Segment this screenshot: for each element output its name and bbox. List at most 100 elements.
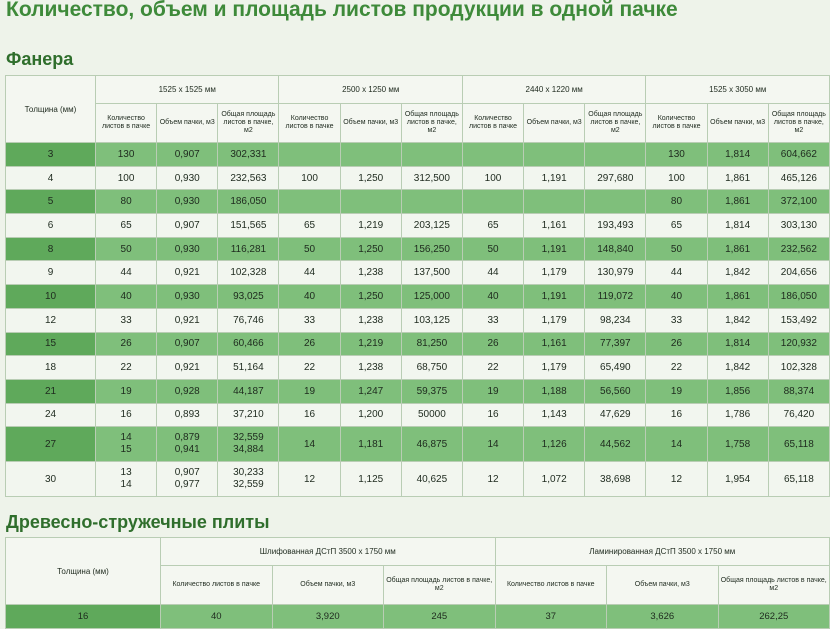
value-cell: 1,143 [523,402,586,428]
data-row: 8 50 0,930 116,281 50 1,250 156,250 50 1,191 148,… [5,236,830,262]
value-cell: 130 [645,142,708,167]
value-cell: 50000 [400,402,463,428]
value-cell: 77,397 [584,331,647,357]
subheader: Общая площадь листов в пачке, м2 [584,103,647,143]
value-cell: 14 [278,426,341,463]
thickness-cell: 5 [5,189,96,215]
value-cell: 116,281 [217,236,280,262]
value-cell: 50 [645,236,708,262]
value-cell: 1,250 [339,236,402,262]
subheader: Количество листов в пачке [494,565,607,605]
section-heading: Древесно-стружечные плиты [6,512,270,532]
empty-cell [339,142,402,167]
thickness-cell: 6 [5,213,96,238]
empty-cell [523,189,586,215]
value-cell: 372,100 [767,189,830,215]
subheader: Количество листов в пачке [160,565,273,605]
value-cell: 1,200 [339,402,402,428]
value-cell: 38,698 [584,461,647,498]
thickness-cell: 8 [5,236,96,262]
value-cell: 0,928 [156,378,219,404]
value-cell: 1,842 [706,355,769,380]
value-cell: 1,126 [523,426,586,463]
value-cell: 148,840 [584,236,647,262]
empty-cell [584,189,647,215]
value-cell: 1,856 [706,378,769,404]
value-cell: 65,118 [767,426,830,463]
group-header: 1525 x 3050 мм [645,75,830,104]
value-cell: 44 [278,260,341,286]
cell-line: 30,233 [233,467,264,479]
value-cell: 65 [461,213,525,238]
value-cell: 65,490 [584,355,647,380]
value-cell: 26 [94,331,158,357]
value-cell: 100 [94,165,158,191]
group-header: Шлифованная ДСтП 3500 x 1750 мм [160,537,496,566]
value-cell: 40 [461,284,525,309]
value-cell: 44 [645,260,708,286]
value-cell: 26 [278,331,341,357]
value-cell: 0,921 [156,260,219,286]
subheader: Количество листов в пачке [461,103,525,143]
thickness-cell: 18 [5,355,96,380]
value-cell: 1,179 [523,355,586,380]
value-cell: 1,238 [339,260,402,286]
subheader: Общая площадь листов в пачке, м2 [217,103,280,143]
empty-cell [584,142,647,167]
value-cell: 1,861 [706,165,769,191]
value-cell: 130,979 [584,260,647,286]
thickness-cell: 3 [5,142,96,167]
cell-line: 13 [120,467,132,479]
value-cell: 232,563 [217,165,280,191]
thickness-cell: 4 [5,165,96,191]
value-cell: 1,250 [339,284,402,309]
group-header: 2500 x 1250 мм [278,75,463,104]
value-cell: 22 [278,355,341,380]
value-cell: 102,328 [767,355,830,380]
data-row: 18 22 0,921 51,164 22 1,238 68,750 22 1,179 65,49… [5,355,830,380]
value-cell: 44 [94,260,158,286]
value-cell: 1,219 [339,331,402,357]
data-row: 30 13 14 0,907 0,977 30,233 32,559 12 1,125 40,62… [5,461,830,498]
value-cell: 1,842 [706,260,769,286]
value-cell: 93,025 [217,284,280,309]
value-cell: 137,500 [400,260,463,286]
value-cell: 44,187 [217,378,280,404]
page-title: Количество, объем и площадь листов проду… [6,0,678,21]
value-cell: 16 [461,402,525,428]
data-row: 9 44 0,921 102,328 44 1,238 137,500 44 1,179 130,… [5,260,830,286]
value-cell: 50 [278,236,341,262]
value-cell: 302,331 [217,142,280,167]
value-cell: 33 [278,307,341,333]
value-cell: 1,786 [706,402,769,428]
value-cell: 1,125 [339,461,402,498]
empty-cell [278,189,341,215]
value-cell: 1,191 [523,284,586,309]
plywood-table: Толщина (мм) 1525 x 1525 мм 2500 x 1250 мм… [5,75,830,498]
value-cell: 98,234 [584,307,647,333]
value-cell: 88,374 [767,378,830,404]
value-cell: 100 [461,165,525,191]
value-cell: 3,626 [606,604,719,629]
value-cell: 0,921 [156,307,219,333]
value-cell: 297,680 [584,165,647,191]
empty-cell [400,142,463,167]
value-cell: 130 [94,142,158,167]
subheader: Объем пачки, м3 [706,103,769,143]
value-cell: 26 [645,331,708,357]
value-cell: 12 [461,461,525,498]
value-cell: 232,562 [767,236,830,262]
data-row: 21 19 0,928 44,187 19 1,247 59,375 19 1,188 56,56… [5,378,830,404]
value-cell: 1,072 [523,461,586,498]
group-header: 2440 x 1220 мм [461,75,647,104]
value-cell: 76,420 [767,402,830,428]
subheader: Объем пачки, м3 [271,565,384,605]
thickness-cell: 12 [5,307,96,333]
subheader: Объем пачки, м3 [156,103,219,143]
section-heading: Фанера [6,49,74,69]
thickness-cell: 21 [5,378,96,404]
value-cell: 80 [645,189,708,215]
value-cell: 33 [645,307,708,333]
subheader: Общая площадь листов в пачке, м2 [767,103,830,143]
